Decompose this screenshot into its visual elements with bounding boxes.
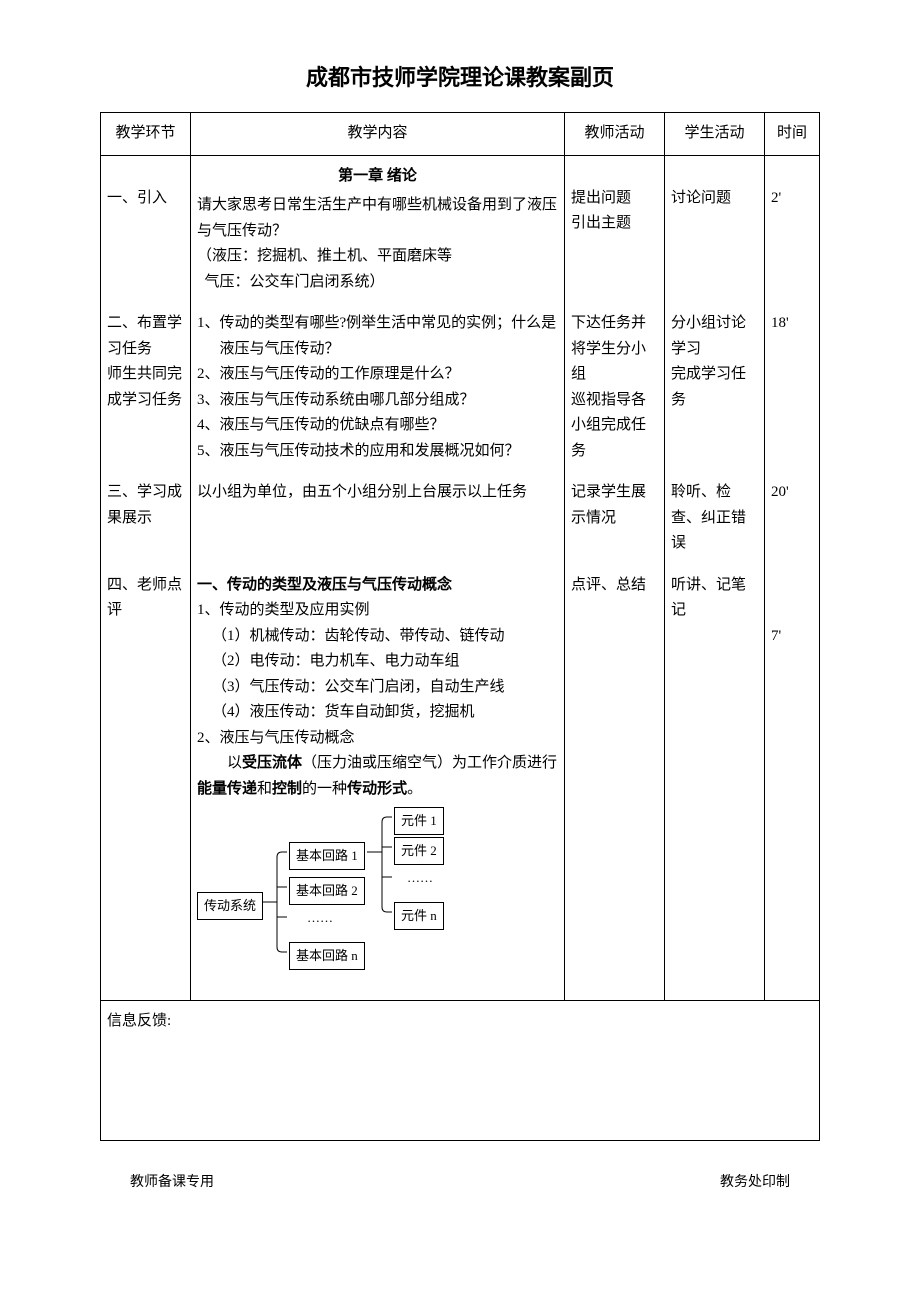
teacher-cell: 下达任务并将学生分小组 巡视指导各小组完成任务 (565, 303, 665, 472)
student-cell: 听讲、记笔记 (665, 565, 765, 1001)
time-cell: 2' (765, 155, 820, 303)
chapter-title: 第一章 绪论 (197, 164, 558, 190)
header-content: 教学内容 (191, 113, 565, 156)
section-heading: 一、传动的类型及液压与气压传动概念 (197, 573, 558, 599)
student-cell: 聆听、检查、纠正错误 (665, 472, 765, 565)
table-row: 三、学习成果展示 以小组为单位，由五个小组分别上台展示以上任务 记录学生展示情况… (101, 472, 820, 565)
time-cell: 20' (765, 472, 820, 565)
header-stage: 教学环节 (101, 113, 191, 156)
content-line: 5、液压与气压传动技术的应用和发展概况如何？ (197, 439, 558, 465)
diagram-element: 元件 n (394, 902, 444, 930)
content-line: 2、液压与气压传动的工作原理是什么？ (197, 362, 558, 388)
time-cell: 7' (765, 565, 820, 1001)
content-cell: 以小组为单位，由五个小组分别上台展示以上任务 (191, 472, 565, 565)
content-cell: 一、传动的类型及液压与气压传动概念 1、传动的类型及应用实例 （1）机械传动：齿… (191, 565, 565, 1001)
diagram-root: 传动系统 (197, 892, 263, 920)
teacher-cell: 记录学生展示情况 (565, 472, 665, 565)
diagram-circuit: 基本回路 n (289, 942, 365, 970)
footer-right: 教务处印制 (720, 1171, 790, 1191)
student-cell: 讨论问题 (665, 155, 765, 303)
diagram-element-ellipsis: …… (407, 867, 433, 889)
feedback-cell: 信息反馈: (101, 1001, 820, 1141)
time-cell: 18' (765, 303, 820, 472)
diagram-circuit-ellipsis: …… (307, 907, 333, 929)
diagram-circuit: 基本回路 2 (289, 877, 365, 905)
header-row: 教学环节 教学内容 教师活动 学生活动 时间 (101, 113, 820, 156)
content-line: （2）电传动：电力机车、电力动车组 (197, 649, 558, 675)
diagram-element: 元件 2 (394, 837, 444, 865)
content-line: 2、液压与气压传动概念 (197, 726, 558, 752)
footer-left: 教师备课专用 (130, 1171, 214, 1191)
stage-cell: 二、布置学习任务 师生共同完成学习任务 (101, 303, 191, 472)
content-line: 3、液压与气压传动系统由哪几部分组成？ (197, 388, 558, 414)
diagram-element: 元件 1 (394, 807, 444, 835)
content-line: （液压：挖掘机、推土机、平面磨床等 (197, 244, 558, 270)
page-footer: 教师备课专用 教务处印制 (100, 1171, 820, 1191)
header-time: 时间 (765, 113, 820, 156)
stage-cell: 三、学习成果展示 (101, 472, 191, 565)
lesson-plan-table: 教学环节 教学内容 教师活动 学生活动 时间 一、引入 第一章 绪论 请大家思考… (100, 112, 820, 1141)
diagram-circuit: 基本回路 1 (289, 842, 365, 870)
content-line: 4、液压与气压传动的优缺点有哪些？ (197, 413, 558, 439)
content-cell: 第一章 绪论 请大家思考日常生活生产中有哪些机械设备用到了液压与气压传动？ （液… (191, 155, 565, 303)
table-row: 一、引入 第一章 绪论 请大家思考日常生活生产中有哪些机械设备用到了液压与气压传… (101, 155, 820, 303)
content-line: 1、传动的类型有哪些?例举生活中常见的实例；什么是液压与气压传动？ (197, 311, 558, 362)
teacher-cell: 提出问题 引出主题 (565, 155, 665, 303)
table-row: 二、布置学习任务 师生共同完成学习任务 1、传动的类型有哪些?例举生活中常见的实… (101, 303, 820, 472)
stage-cell: 一、引入 (101, 155, 191, 303)
feedback-row: 信息反馈: (101, 1001, 820, 1141)
stage-cell: 四、老师点评 (101, 565, 191, 1001)
header-teacher: 教师活动 (565, 113, 665, 156)
content-line: 1、传动的类型及应用实例 (197, 598, 558, 624)
transmission-diagram: 传动系统 基本回路 1 基本回路 2 …… 基本回路 n 元件 1 元件 2 …… (197, 812, 558, 992)
teacher-cell: 点评、总结 (565, 565, 665, 1001)
content-line: 气压：公交车门启闭系统） (197, 270, 558, 296)
content-line: 请大家思考日常生活生产中有哪些机械设备用到了液压与气压传动？ (197, 193, 558, 244)
student-cell: 分小组讨论学习 完成学习任务 (665, 303, 765, 472)
content-line: （3）气压传动：公交车门启闭，自动生产线 (197, 675, 558, 701)
table-row: 四、老师点评 一、传动的类型及液压与气压传动概念 1、传动的类型及应用实例 （1… (101, 565, 820, 1001)
page-title: 成都市技师学院理论课教案副页 (100, 60, 820, 92)
content-line: 以小组为单位，由五个小组分别上台展示以上任务 (197, 480, 558, 506)
content-cell: 1、传动的类型有哪些?例举生活中常见的实例；什么是液压与气压传动？ 2、液压与气… (191, 303, 565, 472)
content-line: （1）机械传动：齿轮传动、带传动、链传动 (197, 624, 558, 650)
content-line: （4）液压传动：货车自动卸货，挖掘机 (197, 700, 558, 726)
concept-line: 以受压流体（压力油或压缩空气）为工作介质进行能量传递和控制的一种传动形式。 (197, 751, 558, 802)
header-student: 学生活动 (665, 113, 765, 156)
